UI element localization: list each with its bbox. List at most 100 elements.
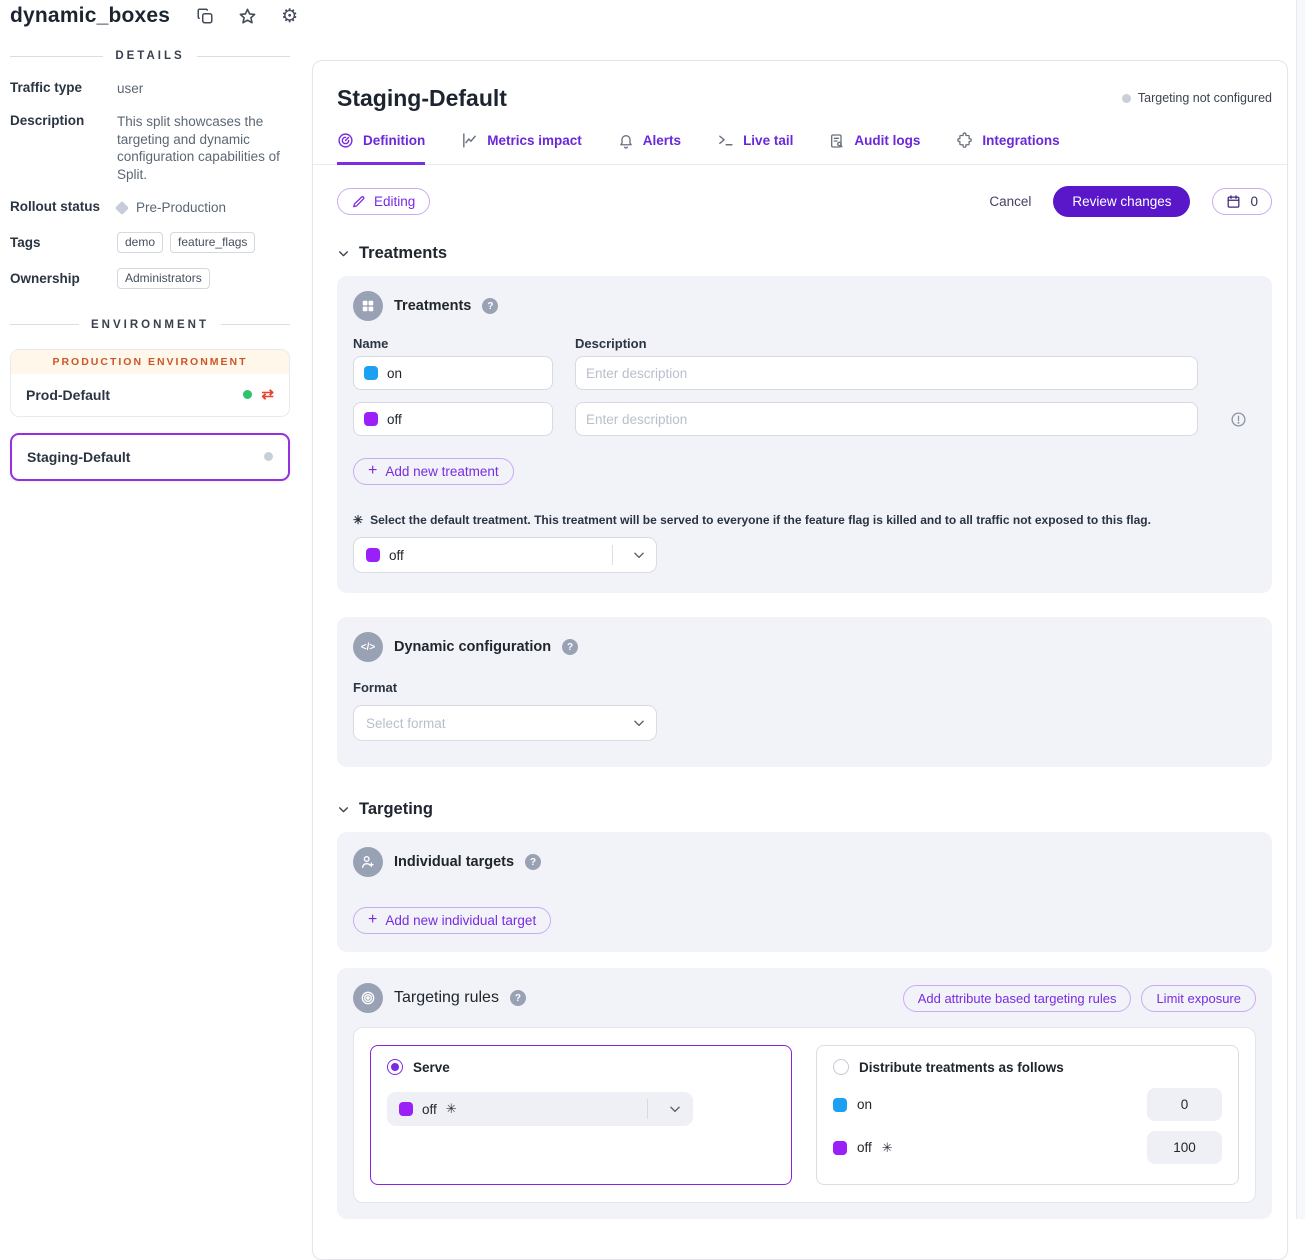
treatments-section-toggle[interactable]: Treatments <box>337 244 1272 263</box>
chevron-down-icon <box>622 548 656 562</box>
tab-label: Alerts <box>643 133 681 148</box>
traffic-type-value: user <box>117 80 290 98</box>
target-icon <box>353 983 383 1013</box>
serve-treatment-select[interactable]: off ✳ <box>387 1092 693 1126</box>
treatment-name-input[interactable] <box>353 356 553 390</box>
environment-detail-panel: Staging-Default Targeting not configured… <box>312 60 1288 1260</box>
tab-metrics-impact[interactable]: Metrics impact <box>461 132 582 165</box>
environment-section-header: ENVIRONMENT <box>0 319 300 331</box>
format-select-placeholder: Select format <box>366 716 446 731</box>
gear-icon[interactable]: ⚙ <box>281 5 298 28</box>
active-status-dot <box>243 390 252 399</box>
schedule-button[interactable]: 0 <box>1212 188 1272 215</box>
schedule-count: 0 <box>1250 194 1258 209</box>
environment-card-prod[interactable]: PRODUCTION ENVIRONMENT Prod-Default ⇄ <box>10 349 290 417</box>
ownership-label: Ownership <box>10 271 117 289</box>
serve-label: Serve <box>413 1060 450 1075</box>
treatment-color-swatch <box>399 1102 413 1116</box>
tab-label: Live tail <box>743 133 793 148</box>
rollout-status-label: Rollout status <box>10 199 117 217</box>
help-icon[interactable]: ? <box>525 854 541 870</box>
tab-alerts[interactable]: Alerts <box>618 132 681 165</box>
default-asterisk-icon: ✳ <box>353 513 363 527</box>
distribute-percentage-input[interactable] <box>1147 1131 1222 1164</box>
tab-integrations[interactable]: Integrations <box>956 132 1059 165</box>
add-new-individual-target-button[interactable]: + Add new individual target <box>353 907 551 934</box>
distribute-treatment-name: off <box>857 1140 872 1155</box>
default-treatment-note: ✳ Select the default treatment. This tre… <box>353 513 1256 527</box>
tab-audit-logs[interactable]: Audit logs <box>829 132 920 165</box>
serve-radio[interactable] <box>387 1059 403 1075</box>
add-new-treatment-button[interactable]: + Add new treatment <box>353 458 514 485</box>
owner-chip[interactable]: Administrators <box>117 268 210 289</box>
distribute-percentage-input[interactable] <box>1147 1088 1222 1121</box>
treatment-name-input[interactable] <box>353 402 553 436</box>
serve-rule-box[interactable]: Serve off ✳ <box>370 1045 792 1185</box>
help-icon[interactable]: ? <box>482 298 498 314</box>
calendar-icon <box>1226 194 1241 209</box>
tag-chip[interactable]: demo <box>117 232 163 253</box>
targeting-section-title: Targeting <box>359 800 433 819</box>
add-attribute-rules-button[interactable]: Add attribute based targeting rules <box>903 985 1132 1012</box>
copy-icon[interactable] <box>196 7 214 25</box>
distribute-rule-box[interactable]: Distribute treatments as follows on off … <box>816 1045 1239 1185</box>
serve-treatment-value: off <box>422 1102 437 1117</box>
tab-live-tail[interactable]: Live tail <box>717 132 793 165</box>
vertical-scrollbar[interactable] <box>1296 0 1305 1219</box>
info-icon[interactable] <box>1220 411 1256 428</box>
traffic-type-row: Traffic type user <box>0 80 300 98</box>
environment-item-staging-default[interactable]: Staging-Default <box>12 435 288 479</box>
cancel-button[interactable]: Cancel <box>989 194 1031 209</box>
environment-item-prod-default[interactable]: Prod-Default ⇄ <box>11 374 289 416</box>
rules-container: Serve off ✳ Distribute treatments as fol… <box>353 1027 1256 1203</box>
add-individual-target-label: Add new individual target <box>385 913 536 928</box>
targeting-section-toggle[interactable]: Targeting <box>337 800 1272 819</box>
treatment-description-field[interactable] <box>586 412 1187 427</box>
add-treatment-label: Add new treatment <box>385 464 498 479</box>
treatments-card-title: Treatments <box>394 298 471 314</box>
treatment-name-field[interactable] <box>387 366 542 381</box>
tab-definition[interactable]: Definition <box>337 132 425 165</box>
treatment-description-field[interactable] <box>586 366 1187 381</box>
environment-card-staging[interactable]: Staging-Default <box>10 433 290 481</box>
treatments-grid-icon <box>353 291 383 321</box>
environment-name: Prod-Default <box>26 387 110 403</box>
environment-heading: ENVIRONMENT <box>91 319 209 331</box>
audit-log-icon <box>829 133 845 149</box>
editing-button[interactable]: Editing <box>337 188 430 215</box>
treatment-description-input[interactable] <box>575 402 1198 436</box>
format-label: Format <box>353 680 1256 695</box>
chevron-down-icon <box>337 247 350 260</box>
distribute-label: Distribute treatments as follows <box>859 1060 1064 1075</box>
individual-targets-title: Individual targets <box>394 854 514 870</box>
code-icon: </> <box>353 632 383 662</box>
default-asterisk-icon: ✳ <box>446 1101 457 1117</box>
limit-exposure-button[interactable]: Limit exposure <box>1141 985 1256 1012</box>
tag-chip[interactable]: feature_flags <box>170 232 255 253</box>
treatment-color-swatch <box>833 1141 847 1155</box>
treatment-description-input[interactable] <box>575 356 1198 390</box>
plus-icon: + <box>368 463 377 479</box>
targeting-rules-title: Targeting rules <box>394 989 499 1007</box>
treatment-name-field[interactable] <box>387 412 542 427</box>
review-changes-button[interactable]: Review changes <box>1053 186 1190 217</box>
format-select[interactable]: Select format <box>353 705 657 741</box>
traffic-type-label: Traffic type <box>10 80 117 98</box>
chevron-down-icon <box>622 716 656 730</box>
help-icon[interactable]: ? <box>562 639 578 655</box>
help-icon[interactable]: ? <box>510 990 526 1006</box>
definition-icon <box>337 132 354 149</box>
plus-icon: + <box>368 912 377 928</box>
tab-label: Integrations <box>982 133 1059 148</box>
default-treatment-select[interactable]: off <box>353 537 657 573</box>
chevron-down-icon <box>337 803 350 816</box>
swap-arrows-icon: ⇄ <box>261 387 274 402</box>
puzzle-icon <box>956 132 973 149</box>
dynamic-configuration-title: Dynamic configuration <box>394 639 551 655</box>
distribute-radio[interactable] <box>833 1059 849 1075</box>
description-label: Description <box>10 113 117 184</box>
rollout-status-row: Rollout status Pre-Production <box>0 199 300 217</box>
sidebar: DETAILS Traffic type user Description Th… <box>0 50 300 481</box>
star-icon[interactable] <box>238 7 257 26</box>
status-text: Targeting not configured <box>1138 91 1272 105</box>
